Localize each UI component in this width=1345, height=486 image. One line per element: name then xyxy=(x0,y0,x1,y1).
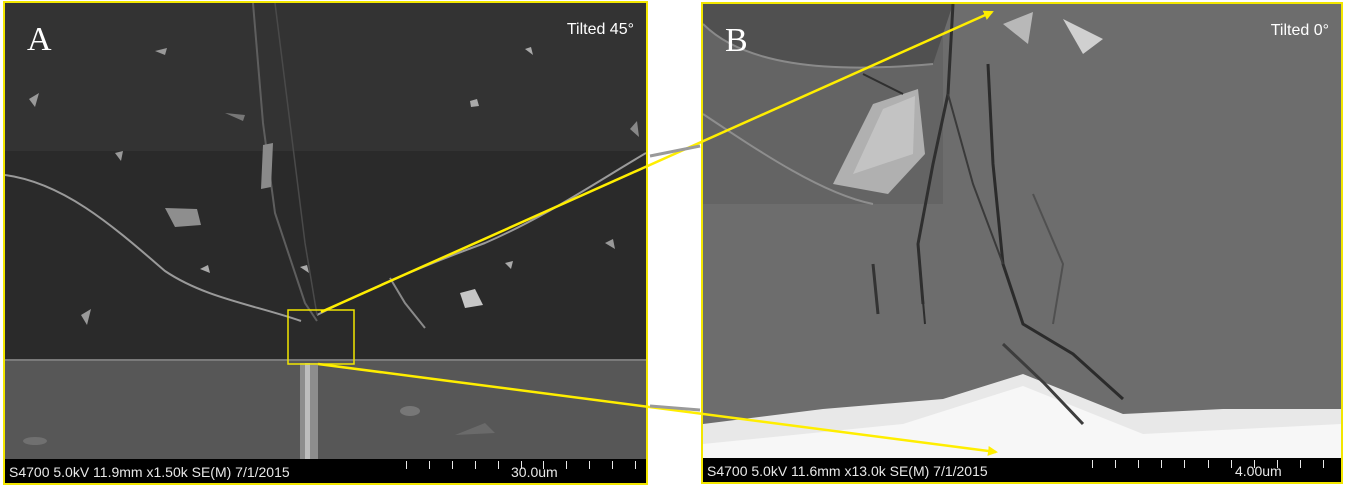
scale-tick xyxy=(1115,460,1116,468)
panel-b-letter: B xyxy=(725,22,748,59)
scale-tick xyxy=(521,461,522,469)
panel-a-letter: A xyxy=(27,21,52,58)
scale-tick xyxy=(566,461,567,469)
panel-b-scale-ticks xyxy=(1092,460,1324,470)
panel-a-scale-ticks xyxy=(406,461,636,471)
scale-tick xyxy=(1300,460,1301,468)
gap-connector-upper xyxy=(649,144,701,158)
scale-tick xyxy=(498,461,499,469)
panel-a-instrument-info: S4700 5.0kV 11.9mm x1.50k SE(M) 7/1/2015 xyxy=(9,464,290,480)
scale-tick xyxy=(1208,460,1209,468)
sem-image-a xyxy=(5,3,646,483)
scale-tick xyxy=(1231,460,1232,468)
scale-tick xyxy=(429,461,430,469)
scale-tick xyxy=(1092,460,1093,468)
panel-a-tilt-label: Tilted 45° xyxy=(566,21,634,38)
scale-tick xyxy=(475,461,476,469)
panel-b-databar: S4700 5.0kV 11.6mm x13.0k SE(M) 7/1/2015… xyxy=(703,458,1341,482)
sem-panel-a: A Tilted 45° S4700 5.0kV 11.9mm x1.50k S… xyxy=(3,1,648,485)
scale-tick xyxy=(543,461,544,469)
scale-tick xyxy=(1254,460,1255,468)
sem-image-b xyxy=(703,4,1341,482)
scale-tick xyxy=(452,461,453,469)
scale-tick xyxy=(589,461,590,469)
panel-a-databar: S4700 5.0kV 11.9mm x1.50k SE(M) 7/1/2015… xyxy=(5,459,646,483)
scale-tick xyxy=(612,461,613,469)
scale-tick xyxy=(1161,460,1162,468)
scale-tick xyxy=(1138,460,1139,468)
scale-tick xyxy=(1184,460,1185,468)
scale-tick xyxy=(406,461,407,469)
scale-tick xyxy=(635,461,636,469)
panel-b-scale-label: 4.00um xyxy=(1235,463,1282,479)
panel-b-instrument-info: S4700 5.0kV 11.6mm x13.0k SE(M) 7/1/2015 xyxy=(707,463,988,479)
panel-a-scale-label: 30.0um xyxy=(511,464,558,480)
scale-tick xyxy=(1323,460,1324,468)
scale-tick xyxy=(1277,460,1278,468)
gap-connector-lower xyxy=(649,404,701,412)
panel-b-tilt-label: Tilted 0° xyxy=(1270,22,1329,39)
sem-panel-b: B Tilted 0° S4700 5.0kV 11.6mm x13.0k SE… xyxy=(701,2,1343,484)
